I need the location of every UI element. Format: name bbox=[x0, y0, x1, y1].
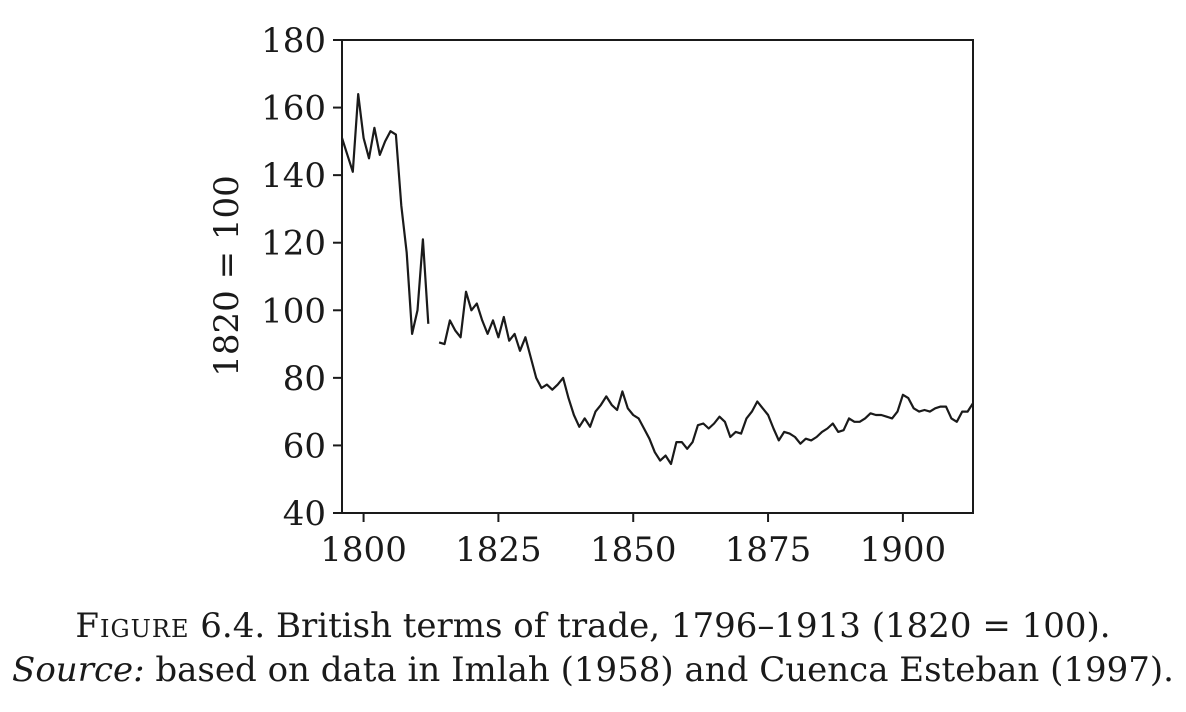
x-tick-label: 1800 bbox=[320, 530, 407, 570]
y-tick-label: 160 bbox=[261, 89, 326, 129]
source-note: Source: based on data in Imlah (1958) an… bbox=[0, 648, 1186, 692]
plot-frame bbox=[341, 39, 974, 514]
y-axis-label: 1820 = 100 bbox=[207, 175, 247, 377]
series-group bbox=[340, 92, 974, 466]
source-text: based on data in Imlah (1958) and Cuenca… bbox=[155, 650, 1174, 690]
x-tick-label: 1900 bbox=[860, 530, 947, 570]
y-tick-label: 40 bbox=[283, 494, 326, 534]
x-tick-label: 1875 bbox=[725, 530, 812, 570]
terms-of-trade-line bbox=[438, 290, 974, 466]
x-axis: 1800 1825 1850 1875 1900 bbox=[320, 513, 946, 570]
figure-caption: Figure 6.4. British terms of trade, 1796… bbox=[0, 604, 1186, 648]
x-tick-label: 1850 bbox=[590, 530, 677, 570]
y-tick-label: 80 bbox=[283, 359, 326, 399]
source-label: Source: bbox=[12, 650, 145, 690]
y-tick-label: 60 bbox=[283, 426, 326, 466]
line-chart: 40 60 80 100 120 140 160 180 1800 1825 1850 1875 19… bbox=[207, 21, 974, 570]
y-tick-label: 120 bbox=[261, 224, 326, 264]
x-tick-label: 1825 bbox=[455, 530, 542, 570]
y-tick-label: 180 bbox=[261, 21, 326, 61]
y-tick-label: 100 bbox=[261, 291, 326, 331]
figure-title: 6.4. British terms of trade, 1796–1913 (… bbox=[200, 606, 1111, 646]
y-tick-label: 140 bbox=[261, 156, 326, 196]
y-axis: 40 60 80 100 120 140 160 180 bbox=[261, 21, 342, 534]
terms-of-trade-line bbox=[340, 92, 430, 335]
figure-label: Figure bbox=[75, 606, 190, 646]
